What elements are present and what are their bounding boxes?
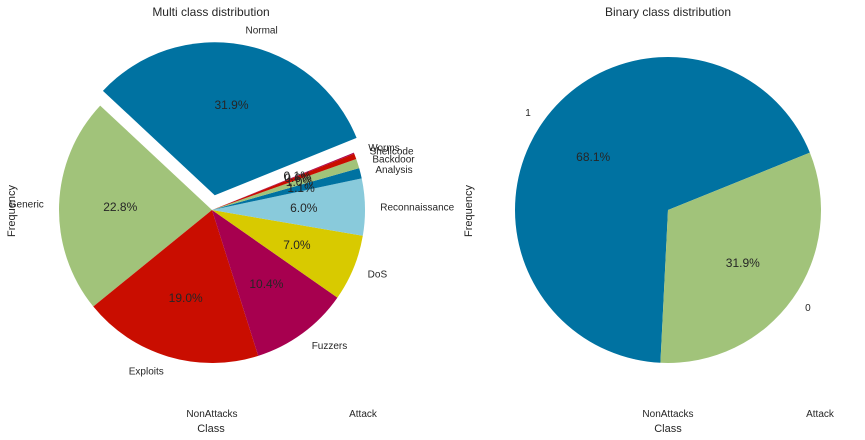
pie-slice-generic: [59, 105, 213, 307]
binary-class-slices: [514, 56, 821, 363]
binary-class-xtick-attack: Attack: [806, 409, 835, 420]
pie-slice-worms: [212, 152, 355, 210]
slice-label-generic: Generic: [9, 200, 44, 211]
slice-pct-shellcode: 0.6%: [284, 171, 312, 185]
pie-slice-reconnaissance: [212, 178, 365, 236]
slice-pct-fuzzers: 10.4%: [249, 277, 283, 291]
binary-class-title: Binary class distribution: [605, 5, 731, 19]
pie-slice-shellcode: [212, 153, 357, 210]
slice-label-normal: Normal: [245, 25, 277, 36]
pie-slice-exploits: [93, 210, 259, 363]
slice-pct-backdoor: 1.0%: [286, 175, 314, 189]
multi-class-ylabel: Frequency: [6, 185, 18, 237]
slice-label-worms: Worms: [368, 143, 399, 154]
slice-label-backdoor: Backdoor: [372, 154, 415, 165]
slice-label-fuzzers: Fuzzers: [312, 341, 348, 352]
slice-pct-1: 68.1%: [576, 150, 610, 164]
slice-label-reconnaissance: Reconnaissance: [380, 202, 454, 213]
slice-pct-worms: 0.1%: [284, 169, 312, 183]
binary-class-ylabel: Frequency: [463, 185, 475, 237]
multi-class-xlabel: Class: [197, 423, 225, 435]
multi-class-slices: [59, 42, 365, 363]
binary-class-labels: 1 68.1% 0 31.9%: [525, 108, 811, 314]
slice-label-dos: DoS: [368, 269, 388, 280]
pie-slice-backdoor: [212, 158, 360, 210]
slice-pct-dos: 7.0%: [283, 238, 311, 252]
slice-pct-reconnaissance: 6.0%: [290, 201, 318, 215]
multi-class-xtick-nonattacks: NonAttacks: [186, 409, 237, 420]
slice-label-analysis: Analysis: [375, 165, 412, 176]
slice-pct-normal: 31.9%: [214, 98, 248, 112]
pie-slice-dos: [212, 210, 363, 298]
binary-class-xlabel: Class: [654, 423, 682, 435]
multi-class-xtick-attack: Attack: [349, 409, 378, 420]
pie-slice-normal: [102, 42, 357, 196]
multi-class-pie-panel: Multi class distribution Frequency Class…: [6, 5, 455, 435]
slice-pct-exploits: 19.0%: [169, 291, 203, 305]
pie-slice-analysis: [212, 168, 362, 210]
pie-slice-1: [514, 56, 810, 363]
binary-class-xtick-nonattacks: NonAttacks: [642, 409, 693, 420]
slice-label-0: 0: [805, 303, 811, 314]
slice-label-exploits: Exploits: [129, 367, 164, 378]
slice-pct-analysis: 1.1%: [287, 181, 315, 195]
slice-pct-generic: 22.8%: [103, 200, 137, 214]
slice-label-1: 1: [525, 108, 531, 119]
binary-class-pie-panel: Binary class distribution Frequency Clas…: [463, 5, 835, 435]
slice-pct-0: 31.9%: [726, 256, 760, 270]
slice-label-shellcode: Shellcode: [370, 146, 414, 157]
multi-class-title: Multi class distribution: [152, 5, 269, 19]
pie-slice-0: [660, 152, 821, 363]
pie-slice-fuzzers: [212, 210, 338, 356]
multi-class-labels: Normal 31.9% Generic 22.8% Exploits 19.0% Fuzz…: [9, 25, 455, 377]
